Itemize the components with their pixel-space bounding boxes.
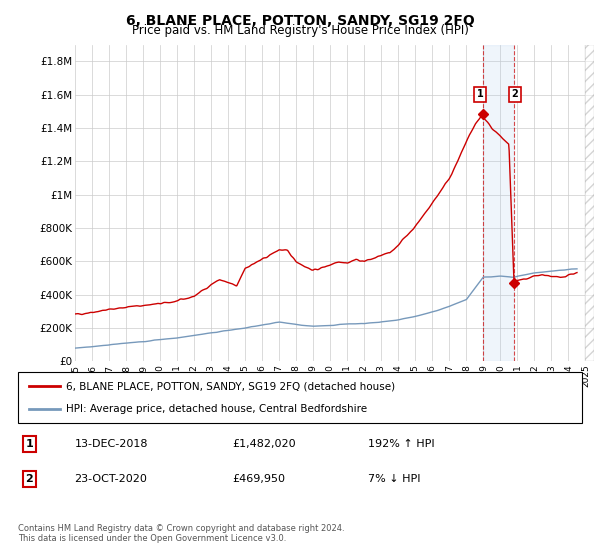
Text: HPI: Average price, detached house, Central Bedfordshire: HPI: Average price, detached house, Cent… bbox=[66, 404, 367, 414]
Text: £469,950: £469,950 bbox=[232, 474, 286, 484]
Text: 6, BLANE PLACE, POTTON, SANDY, SG19 2FQ (detached house): 6, BLANE PLACE, POTTON, SANDY, SG19 2FQ … bbox=[66, 381, 395, 391]
Text: 2: 2 bbox=[25, 474, 33, 484]
Text: 7% ↓ HPI: 7% ↓ HPI bbox=[368, 474, 420, 484]
FancyBboxPatch shape bbox=[18, 372, 582, 423]
Text: 2: 2 bbox=[511, 90, 518, 100]
Text: 1: 1 bbox=[25, 439, 33, 449]
Text: Price paid vs. HM Land Registry's House Price Index (HPI): Price paid vs. HM Land Registry's House … bbox=[131, 24, 469, 37]
Text: 192% ↑ HPI: 192% ↑ HPI bbox=[368, 439, 434, 449]
Text: 6, BLANE PLACE, POTTON, SANDY, SG19 2FQ: 6, BLANE PLACE, POTTON, SANDY, SG19 2FQ bbox=[125, 14, 475, 28]
Text: 13-DEC-2018: 13-DEC-2018 bbox=[74, 439, 148, 449]
Text: Contains HM Land Registry data © Crown copyright and database right 2024.
This d: Contains HM Land Registry data © Crown c… bbox=[18, 524, 344, 543]
Text: 23-OCT-2020: 23-OCT-2020 bbox=[74, 474, 147, 484]
Bar bbox=[482, 45, 514, 361]
Text: 1: 1 bbox=[476, 90, 484, 100]
Text: £1,482,020: £1,482,020 bbox=[232, 439, 296, 449]
